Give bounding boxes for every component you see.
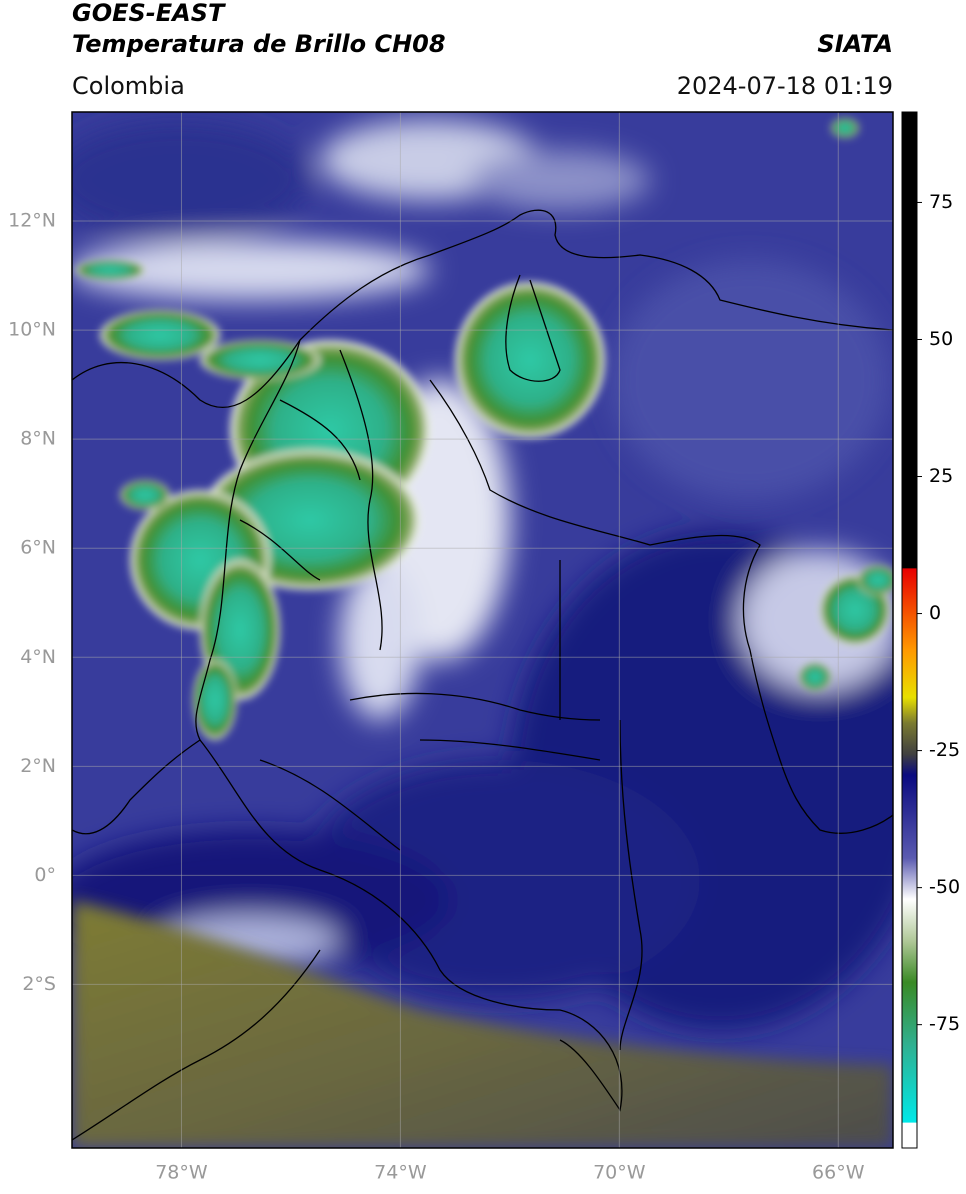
lon-label: 70°W bbox=[593, 1162, 646, 1184]
colorbar-label: -50 bbox=[929, 876, 960, 898]
subtitle: Temperatura de Brillo CH08 bbox=[72, 30, 446, 58]
satellite-image bbox=[72, 112, 893, 1148]
plot-frame bbox=[71, 111, 894, 1149]
colorbar-label: -75 bbox=[929, 1013, 960, 1035]
lat-label: 12°N bbox=[8, 210, 56, 232]
colorbar-label: 50 bbox=[929, 328, 953, 350]
lat-label: 2°S bbox=[22, 973, 56, 995]
lat-label: 8°N bbox=[20, 428, 56, 450]
title: GOES-EAST bbox=[72, 0, 226, 27]
lat-label: 4°N bbox=[20, 646, 56, 668]
lon-label: 78°W bbox=[155, 1162, 208, 1184]
region: Colombia bbox=[72, 72, 185, 100]
borders bbox=[72, 209, 893, 1141]
colorbar-label: 0 bbox=[929, 602, 941, 624]
lat-label: 10°N bbox=[8, 319, 56, 341]
source: SIATA bbox=[817, 30, 893, 58]
lon-label: 74°W bbox=[374, 1162, 427, 1184]
lat-label: 0° bbox=[34, 864, 56, 886]
timestamp: 2024-07-18 01:19 bbox=[677, 72, 893, 100]
lat-label: 2°N bbox=[20, 755, 56, 777]
lat-label: 6°N bbox=[20, 537, 56, 559]
colorbar-label: 25 bbox=[929, 465, 953, 487]
colorbar-label: -25 bbox=[929, 739, 960, 761]
colorbar bbox=[901, 111, 918, 1149]
lon-label: 66°W bbox=[812, 1162, 865, 1184]
gridlines bbox=[72, 112, 893, 1148]
colorbar-label: 75 bbox=[929, 191, 953, 213]
